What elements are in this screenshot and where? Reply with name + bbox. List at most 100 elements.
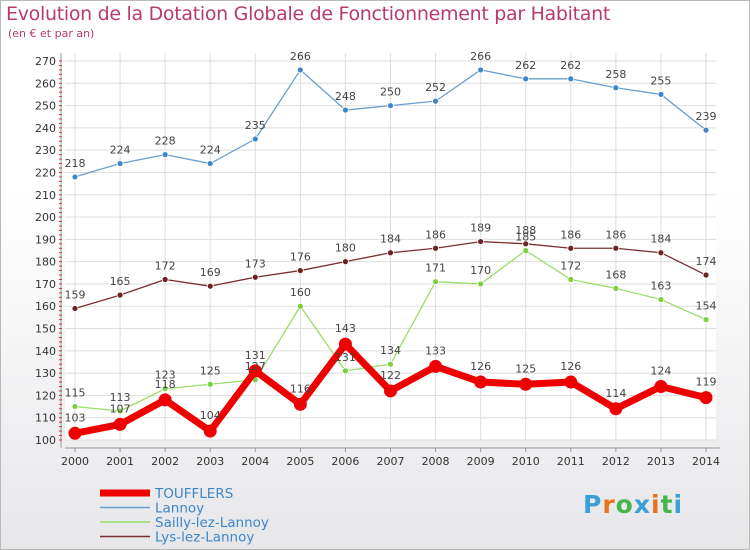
y-tick-label: 120 (35, 389, 56, 402)
data-point-lannoy (522, 75, 530, 83)
data-point-lys-lez-lannoy (657, 249, 665, 257)
data-label-sailly-lez-lannoy: 168 (605, 268, 626, 281)
data-point-lys-lez-lannoy (477, 238, 485, 245)
data-label-lys-lez-lannoy: 189 (470, 222, 491, 235)
data-label-sailly-lez-lannoy: 172 (560, 259, 581, 272)
legend-label-lannoy: Lannoy (155, 501, 204, 517)
x-tick-label: 2008 (422, 455, 450, 468)
data-label-lannoy: 266 (470, 50, 491, 63)
x-tick-label: 2006 (331, 455, 359, 468)
data-label-lannoy: 218 (65, 157, 86, 170)
y-tick-label: 170 (35, 278, 56, 291)
x-tick-label: 2010 (512, 455, 540, 468)
y-tick-label: 110 (35, 412, 56, 425)
data-label-toufflers: 133 (425, 344, 446, 357)
data-label-toufflers: 125 (515, 362, 536, 375)
x-tick-label: 2004 (241, 455, 269, 468)
x-tick-label: 2000 (61, 455, 89, 468)
y-tick-label: 100 (35, 434, 56, 447)
data-point-lannoy (702, 126, 710, 134)
data-label-lys-lez-lannoy: 173 (245, 257, 266, 270)
data-label-sailly-lez-lannoy: 127 (245, 360, 266, 373)
proxiti-logo: Proxiti (583, 490, 683, 519)
data-label-lys-lez-lannoy: 184 (650, 233, 671, 246)
x-tick-label: 2012 (602, 455, 630, 468)
logo-letter: P (583, 490, 603, 519)
data-point-lys-lez-lannoy (342, 258, 349, 266)
data-label-sailly-lez-lannoy: 185 (515, 231, 536, 244)
y-tick-label: 210 (35, 189, 56, 202)
data-point-lannoy (657, 91, 665, 98)
y-tick-label: 200 (35, 211, 56, 224)
data-point-lys-lez-lannoy (522, 240, 530, 248)
data-label-lannoy: 262 (560, 59, 581, 72)
data-label-toufflers: 119 (696, 376, 717, 389)
data-label-lannoy: 262 (515, 59, 536, 72)
data-label-sailly-lez-lannoy: 113 (110, 391, 131, 404)
legend-label-toufflers: TOUFFLERS (154, 486, 233, 502)
data-point-sailly-lez-lannoy (432, 278, 439, 286)
data-label-lys-lez-lannoy: 159 (65, 288, 86, 301)
y-tick-label: 220 (35, 166, 56, 179)
data-point-sailly-lez-lannoy (657, 296, 665, 303)
data-point-lys-lez-lannoy (432, 244, 439, 252)
data-label-toufflers: 116 (290, 382, 311, 395)
y-tick-label: 230 (35, 144, 56, 157)
data-label-sailly-lez-lannoy: 163 (650, 280, 671, 293)
y-tick-label: 150 (35, 323, 56, 336)
data-label-toufflers: 103 (65, 411, 86, 424)
data-label-lannoy: 239 (696, 110, 717, 123)
y-tick-label: 240 (35, 122, 56, 135)
chart-title: Evolution de la Dotation Globale de Fonc… (6, 3, 611, 25)
data-point-lannoy (567, 75, 575, 83)
logo-letter: o (615, 490, 634, 519)
x-tick-label: 2014 (692, 455, 720, 468)
data-label-toufflers: 122 (380, 369, 401, 382)
data-point-lannoy (161, 151, 169, 159)
data-point-toufflers (248, 364, 262, 378)
data-point-lys-lez-lannoy (161, 276, 169, 283)
data-label-lys-lez-lannoy: 174 (696, 255, 717, 268)
data-point-sailly-lez-lannoy (206, 380, 214, 388)
data-point-lannoy (206, 160, 214, 167)
legend-label-sailly-lez-lannoy: Sailly-lez-Lannoy (155, 515, 269, 531)
data-point-lys-lez-lannoy (612, 244, 620, 252)
data-label-lannoy: 255 (650, 74, 671, 87)
data-label-toufflers: 131 (245, 349, 266, 362)
y-tick-label: 250 (35, 100, 56, 113)
data-point-lys-lez-lannoy (567, 244, 575, 252)
x-tick-label: 2002 (151, 455, 179, 468)
data-point-lys-lez-lannoy (251, 273, 259, 281)
data-point-sailly-lez-lannoy (296, 302, 304, 310)
data-label-sailly-lez-lannoy: 171 (425, 262, 446, 275)
x-tick-label: 2003 (196, 455, 224, 468)
data-point-toufflers (474, 375, 488, 389)
logo-letter: i (651, 490, 661, 519)
data-point-toufflers (203, 424, 217, 438)
data-label-lys-lez-lannoy: 186 (605, 228, 626, 241)
data-point-lys-lez-lannoy (116, 291, 124, 299)
data-label-lys-lez-lannoy: 169 (200, 266, 221, 279)
data-label-sailly-lez-lannoy: 160 (290, 286, 311, 299)
data-point-toufflers (113, 417, 127, 431)
data-point-sailly-lez-lannoy (612, 284, 620, 292)
legend-label-lys-lez-lannoy: Lys-lez-Lannoy (155, 530, 254, 546)
data-label-sailly-lez-lannoy: 125 (200, 364, 221, 377)
data-label-lannoy: 224 (110, 144, 131, 157)
y-tick-label: 130 (35, 367, 56, 380)
y-tick-label: 270 (35, 55, 56, 68)
x-tick-label: 2013 (647, 455, 675, 468)
x-tick-label: 2005 (286, 455, 314, 468)
data-label-lys-lez-lannoy: 186 (425, 228, 446, 241)
data-point-lys-lez-lannoy (387, 249, 394, 257)
data-point-toufflers (158, 393, 172, 407)
logo-letter: r (602, 490, 616, 519)
data-label-sailly-lez-lannoy: 154 (696, 300, 717, 313)
data-label-lannoy: 258 (605, 68, 626, 81)
data-label-toufflers: 143 (335, 322, 356, 335)
data-point-sailly-lez-lannoy (477, 280, 485, 288)
data-point-sailly-lez-lannoy (71, 403, 79, 410)
data-point-lannoy (432, 97, 439, 105)
data-point-lannoy (251, 135, 259, 143)
